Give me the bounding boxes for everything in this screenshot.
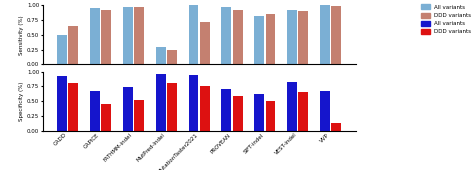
- Bar: [200, 22, 210, 64]
- Bar: [68, 26, 78, 64]
- Bar: [123, 87, 133, 131]
- Bar: [155, 47, 165, 64]
- Bar: [299, 92, 309, 131]
- Bar: [221, 7, 231, 64]
- Bar: [189, 74, 199, 131]
- Y-axis label: Sensitivity (%): Sensitivity (%): [19, 15, 24, 55]
- Bar: [167, 50, 177, 64]
- Bar: [57, 76, 67, 131]
- Bar: [287, 82, 297, 131]
- Bar: [255, 16, 264, 64]
- Bar: [233, 97, 243, 131]
- Bar: [320, 91, 330, 131]
- Bar: [101, 104, 111, 131]
- Bar: [331, 123, 341, 131]
- Bar: [255, 94, 264, 131]
- Bar: [134, 7, 144, 64]
- Bar: [90, 8, 100, 64]
- Y-axis label: Specificity (%): Specificity (%): [19, 82, 24, 121]
- Bar: [123, 7, 133, 64]
- Bar: [265, 101, 275, 131]
- Bar: [320, 5, 330, 64]
- Bar: [287, 10, 297, 64]
- Legend: All variants, DDD variants, All variants, DDD variants: All variants, DDD variants, All variants…: [421, 4, 471, 34]
- Bar: [265, 14, 275, 64]
- Bar: [233, 10, 243, 64]
- Bar: [167, 83, 177, 131]
- Bar: [299, 11, 309, 64]
- Bar: [189, 5, 199, 64]
- Bar: [90, 91, 100, 131]
- Bar: [68, 83, 78, 131]
- Bar: [57, 35, 67, 64]
- Bar: [221, 89, 231, 131]
- Bar: [101, 10, 111, 64]
- Bar: [134, 100, 144, 131]
- Bar: [200, 86, 210, 131]
- Bar: [155, 74, 165, 131]
- Bar: [331, 6, 341, 64]
